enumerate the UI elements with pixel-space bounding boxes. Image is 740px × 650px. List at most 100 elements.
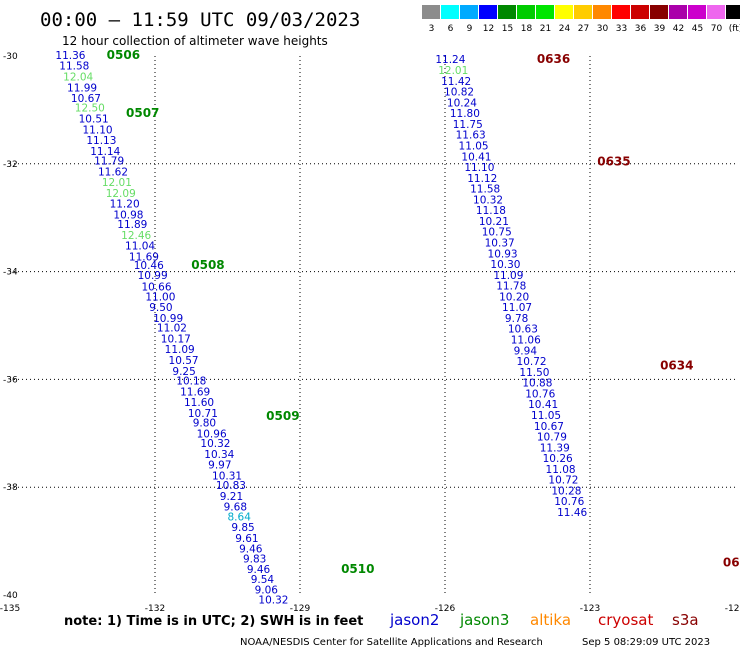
colorbar-tick-label: 39 <box>654 24 666 34</box>
time-label: 0508 <box>191 258 224 272</box>
wave-height-point: 11.14 <box>90 146 120 158</box>
colorbar-tick-label: 33 <box>616 24 627 34</box>
wave-height-point: 10.79 <box>537 432 567 444</box>
wave-height-point: 11.69 <box>129 252 159 264</box>
wave-height-point: 10.21 <box>479 216 509 228</box>
wave-height-point: 10.24 <box>447 97 477 109</box>
wave-height-point: 11.12 <box>467 173 497 185</box>
wave-height-point: 10.30 <box>490 259 520 271</box>
x-tick-label: -126 <box>435 604 456 614</box>
wave-height-point: 11.00 <box>145 291 175 303</box>
wave-height-point: 10.82 <box>444 87 474 99</box>
wave-height-point: 11.69 <box>180 386 210 398</box>
colorbar-swatch <box>612 5 630 19</box>
wave-height-point: 9.80 <box>193 418 216 430</box>
wave-height-point: 11.04 <box>125 241 155 253</box>
colorbar-swatch <box>688 5 706 19</box>
wave-height-point: 8.64 <box>228 511 252 523</box>
wave-height-point: 10.41 <box>461 151 491 163</box>
wave-height-point: 11.09 <box>493 270 523 282</box>
wave-height-point: 10.88 <box>522 378 552 390</box>
wave-height-point: 10.37 <box>485 237 515 249</box>
colorbar-swatch <box>460 5 478 19</box>
wave-height-point: 10.20 <box>499 291 529 303</box>
chart-subtitle: 12 hour collection of altimeter wave hei… <box>62 34 328 48</box>
wave-height-point: 11.09 <box>165 344 195 356</box>
x-tick-label: -129 <box>290 604 311 614</box>
wave-height-point: 11.10 <box>83 124 113 136</box>
wave-height-point: 10.71 <box>188 408 218 420</box>
time-label: 0507 <box>126 106 159 120</box>
wave-height-point: 10.99 <box>138 270 168 282</box>
wave-height-point: 9.50 <box>149 302 172 314</box>
satellite-legend: jason2 jason3 altika cryosat s3a <box>389 611 699 629</box>
wave-height-point: 10.66 <box>141 282 171 294</box>
y-tick-label: -40 <box>3 591 18 601</box>
colorbar-tick-label: 15 <box>502 24 513 34</box>
colorbar-swatch <box>441 5 459 19</box>
colorbar-tick-label: 24 <box>559 24 571 34</box>
time-label: 0509 <box>266 409 299 423</box>
colorbar-swatch <box>574 5 592 19</box>
wave-height-point: 10.41 <box>528 399 558 411</box>
wave-height-point: 10.96 <box>197 428 227 440</box>
wave-height-point: 10.18 <box>176 375 206 387</box>
wave-height-point: 11.78 <box>496 281 526 293</box>
colorbar-tick-label: 45 <box>692 24 703 34</box>
colorbar-tick-label: 3 <box>429 24 435 34</box>
colorbar-swatch <box>650 5 668 19</box>
wave-height-point: 11.18 <box>476 205 506 217</box>
wave-height-point: 9.83 <box>243 553 266 565</box>
time-label: 0634 <box>660 358 693 372</box>
colorbar-tick-label: 18 <box>521 24 533 34</box>
footer-note: note: 1) Time is in UTC; 2) SWH is in fe… <box>64 614 363 629</box>
colorbar-tick-label: 27 <box>578 24 589 34</box>
y-tick-label: -38 <box>3 483 18 493</box>
wave-height-point: 11.39 <box>540 442 570 454</box>
wave-height-point: 10.67 <box>534 421 564 433</box>
colorbar-tick-label: 12 <box>483 24 494 34</box>
wave-height-point: 11.58 <box>470 184 500 196</box>
wave-height-point: 11.50 <box>519 367 549 379</box>
wave-height-point: 11.13 <box>86 135 116 147</box>
wave-height-point: 11.06 <box>511 335 541 347</box>
time-label: 0506 <box>107 48 140 62</box>
wave-height-point: 12.46 <box>121 230 151 242</box>
wave-height-point: 9.78 <box>505 313 528 325</box>
wave-height-point: 10.76 <box>554 496 584 508</box>
y-tick-label: -34 <box>3 268 18 278</box>
wave-height-point: 10.17 <box>161 333 191 345</box>
wave-height-point: 11.89 <box>117 219 147 231</box>
satellite-cryosat: cryosat <box>598 611 653 629</box>
wave-height-point: 11.58 <box>59 61 89 73</box>
colorbar-swatch <box>631 5 649 19</box>
wave-height-point: 11.05 <box>459 140 489 152</box>
colorbar-swatch <box>422 5 440 19</box>
colorbar-swatch <box>593 5 611 19</box>
wave-height-point: 10.57 <box>169 355 199 367</box>
satellite-s3a: s3a <box>672 611 699 629</box>
wave-height-point: 12.50 <box>75 103 105 115</box>
y-tick-label: -36 <box>3 375 18 385</box>
wave-height-point: 10.99 <box>153 313 183 325</box>
wave-height-point: 10.32 <box>200 438 230 450</box>
chart-title: 00:00 — 11:59 UTC 09/03/2023 <box>40 9 360 31</box>
x-tick-label: -123 <box>580 604 600 614</box>
satellite-jason3: jason3 <box>459 611 509 629</box>
colorbar-swatch <box>536 5 554 19</box>
x-tick-label: -132 <box>145 604 165 614</box>
colorbar-tick-label: (ft) <box>729 24 740 34</box>
wave-height-point: 11.75 <box>453 119 483 131</box>
wave-height-point: 11.62 <box>98 166 128 178</box>
time-label: 0633 <box>723 556 740 570</box>
wave-height-point: 9.46 <box>239 544 263 556</box>
wave-height-point: 10.76 <box>525 388 555 400</box>
colorbar-swatch <box>498 5 516 19</box>
wave-height-point: 12.09 <box>106 188 136 200</box>
wave-height-point: 9.97 <box>208 460 231 472</box>
wave-height-point: 11.10 <box>464 162 494 174</box>
wave-height-point: 10.72 <box>517 356 547 368</box>
colorbar-tick-label: 6 <box>448 24 454 34</box>
wave-height-point: 9.25 <box>172 366 195 378</box>
